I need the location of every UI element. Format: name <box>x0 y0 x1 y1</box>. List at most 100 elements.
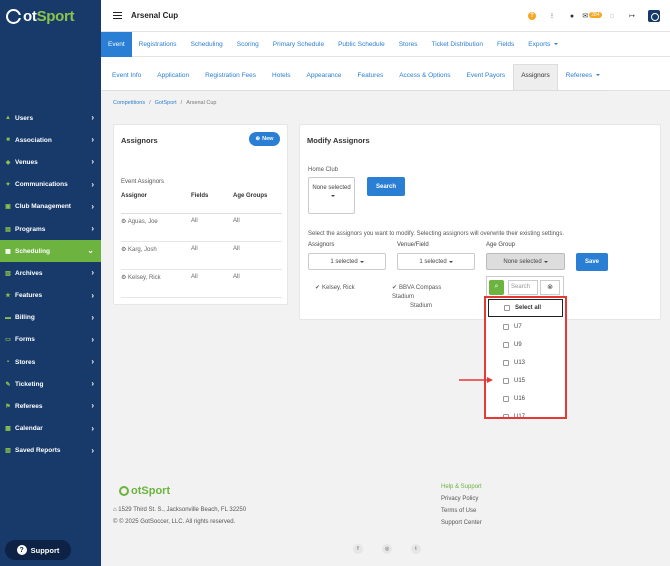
subtab-referees[interactable]: Referees <box>558 64 608 90</box>
breadcrumb-separator: / <box>149 100 151 106</box>
help-icon[interactable]: ? <box>522 12 542 20</box>
assignor-name[interactable]: Kelsey, Rick <box>128 274 161 281</box>
sidebar-item-forms[interactable]: ▭ Forms › <box>0 329 101 351</box>
footer-link-terms[interactable]: Terms of Use <box>441 508 477 514</box>
user-icon[interactable]: ● <box>569 12 575 20</box>
selected-assignor: ✔ Kelsey, Rick <box>315 284 355 293</box>
tab-public-schedule[interactable]: Public Schedule <box>331 32 392 57</box>
tab-stores[interactable]: Stores <box>392 32 425 57</box>
logout-icon[interactable]: ↦ <box>629 13 635 20</box>
edit-gear-icon[interactable]: ⚙ <box>121 246 129 253</box>
tab-scoring[interactable]: Scoring <box>230 32 266 57</box>
chevron-right-icon: › <box>91 179 94 189</box>
edit-gear-icon[interactable]: ⚙ <box>121 274 129 281</box>
calendar-icon: ▩ <box>5 426 11 433</box>
assignor-name[interactable]: Karg, Josh <box>128 246 157 253</box>
sidebar-item-users[interactable]: ▲ Users › <box>0 107 101 129</box>
subtab-event-payors[interactable]: Event Payors <box>459 64 514 90</box>
option-select-all[interactable]: Select all <box>488 299 563 317</box>
breadcrumb-competitions[interactable]: Competitions <box>113 100 146 106</box>
gotsport-logo[interactable]: ot Sport <box>6 7 75 25</box>
assignor-name[interactable]: Aguas, Joe <box>127 218 158 225</box>
twitter-icon[interactable]: t <box>411 544 421 554</box>
checkbox-icon[interactable] <box>503 324 509 330</box>
checkbox-icon[interactable] <box>504 305 510 311</box>
tab-exports[interactable]: Exports <box>521 32 565 57</box>
option-u16[interactable]: U16 <box>486 390 565 408</box>
home-icon: ⌂ <box>113 507 119 513</box>
chevron-right-icon: › <box>91 312 94 322</box>
checkbox-icon[interactable] <box>503 396 509 402</box>
sidebar-item-referees[interactable]: ⚑ Referees › <box>0 395 101 417</box>
clear-icon[interactable]: ⊗ <box>540 279 560 295</box>
checkbox-icon[interactable] <box>503 360 509 366</box>
sidebar-item-ticketing[interactable]: ✎ Ticketing › <box>0 373 101 395</box>
copyright-icon: © <box>113 519 120 525</box>
sidebar-item-saved-reports[interactable]: ▧ Saved Reports › <box>0 440 101 462</box>
breadcrumb: Competitions / GotSport / Arsenal Cup <box>113 100 216 106</box>
mail-icon[interactable]: ✉ 284 <box>582 12 602 20</box>
subtab-event-info[interactable]: Event Info <box>104 64 149 90</box>
subtab-label: Event Payors <box>466 72 506 79</box>
support-button[interactable]: ? Support <box>5 540 71 560</box>
subtab-appearance[interactable]: Appearance <box>298 64 349 90</box>
tab-primary-schedule[interactable]: Primary Schedule <box>266 32 331 57</box>
sidebar-item-billing[interactable]: ▬ Billing › <box>0 307 101 329</box>
subtab-label: Referees <box>565 72 593 79</box>
tab-ticket-distribution[interactable]: Ticket Distribution <box>425 32 490 57</box>
checkbox-icon[interactable] <box>503 342 509 348</box>
organization-icon[interactable] <box>648 10 660 22</box>
option-u9[interactable]: U9 <box>486 336 565 354</box>
age-search-input[interactable]: Search <box>508 279 538 295</box>
subtab-hotels[interactable]: Hotels <box>264 64 298 90</box>
apps-icon[interactable]: ⁝ <box>550 13 554 20</box>
new-assignor-button[interactable]: ⊕ New <box>249 132 280 146</box>
footer-link-help[interactable]: Help & Support <box>441 484 482 490</box>
sidebar-item-club-management[interactable]: ▣ Club Management › <box>0 196 101 218</box>
instagram-icon[interactable]: ◎ <box>382 544 392 554</box>
home-club-select[interactable]: None selected <box>308 177 355 214</box>
tab-fields[interactable]: Fields <box>490 32 521 57</box>
search-icon[interactable]: ⌕ <box>489 279 504 295</box>
logo-g-icon <box>6 8 22 24</box>
sidebar-item-archives[interactable]: ▥ Archives › <box>0 262 101 284</box>
assignors-rows: ⚙ Aguas, Joe All All ⚙ Karg, Josh All All ⚙ Ke… <box>121 213 282 298</box>
footer-link-privacy[interactable]: Privacy Policy <box>441 496 479 502</box>
edit-gear-icon[interactable]: ⚙ <box>121 218 128 225</box>
sidebar-item-features[interactable]: ★ Features › <box>0 285 101 307</box>
tab-event[interactable]: Event <box>101 32 132 57</box>
option-u17[interactable]: U17 <box>486 408 565 417</box>
tab-registrations[interactable]: Registrations <box>132 32 184 57</box>
checkbox-icon[interactable] <box>503 378 509 384</box>
hamburger-menu-icon[interactable] <box>113 12 122 19</box>
logo-word: ot <box>23 7 37 25</box>
subtab-features[interactable]: Features <box>350 64 392 90</box>
chat-icon[interactable]: ◌ <box>609 12 615 20</box>
subtab-registration-fees[interactable]: Registration Fees <box>197 64 264 90</box>
tab-scheduling[interactable]: Scheduling <box>184 32 230 57</box>
sidebar-item-scheduling[interactable]: ▦ Scheduling ⌄ <box>0 240 101 263</box>
sidebar-item-stores[interactable]: ▪ Stores › <box>0 351 101 373</box>
subtab-application[interactable]: Application <box>149 64 197 90</box>
option-u13[interactable]: U13 <box>486 354 565 372</box>
save-button[interactable]: Save <box>576 253 608 271</box>
sidebar-item-association[interactable]: ■ Association › <box>0 129 101 151</box>
assignors-select[interactable]: 1 selected <box>308 253 386 270</box>
search-button[interactable]: Search <box>367 177 405 196</box>
sidebar-item-programs[interactable]: ▤ Programs › <box>0 218 101 240</box>
tab-label: Public Schedule <box>338 41 385 48</box>
sidebar-item-calendar[interactable]: ▩ Calendar › <box>0 418 101 440</box>
subtab-assignors[interactable]: Assignors <box>513 64 558 90</box>
sidebar-item-venues[interactable]: ◆ Venues › <box>0 151 101 173</box>
facebook-icon[interactable]: f <box>353 544 363 554</box>
sidebar-item-communications[interactable]: ✦ Communications › <box>0 174 101 196</box>
option-u7[interactable]: U7 <box>486 318 565 336</box>
subtab-access-options[interactable]: Access & Options <box>391 64 458 90</box>
breadcrumb-gotsport[interactable]: GotSport <box>154 100 177 106</box>
selected-venue-name: BBVA Compass Stadium <box>392 285 442 300</box>
option-u15[interactable]: U15 <box>486 372 565 390</box>
footer-link-support[interactable]: Support Center <box>441 520 482 526</box>
venue-select[interactable]: 1 selected <box>397 253 475 270</box>
checkbox-icon[interactable] <box>503 414 509 417</box>
age-group-select[interactable]: None selected <box>486 253 565 270</box>
